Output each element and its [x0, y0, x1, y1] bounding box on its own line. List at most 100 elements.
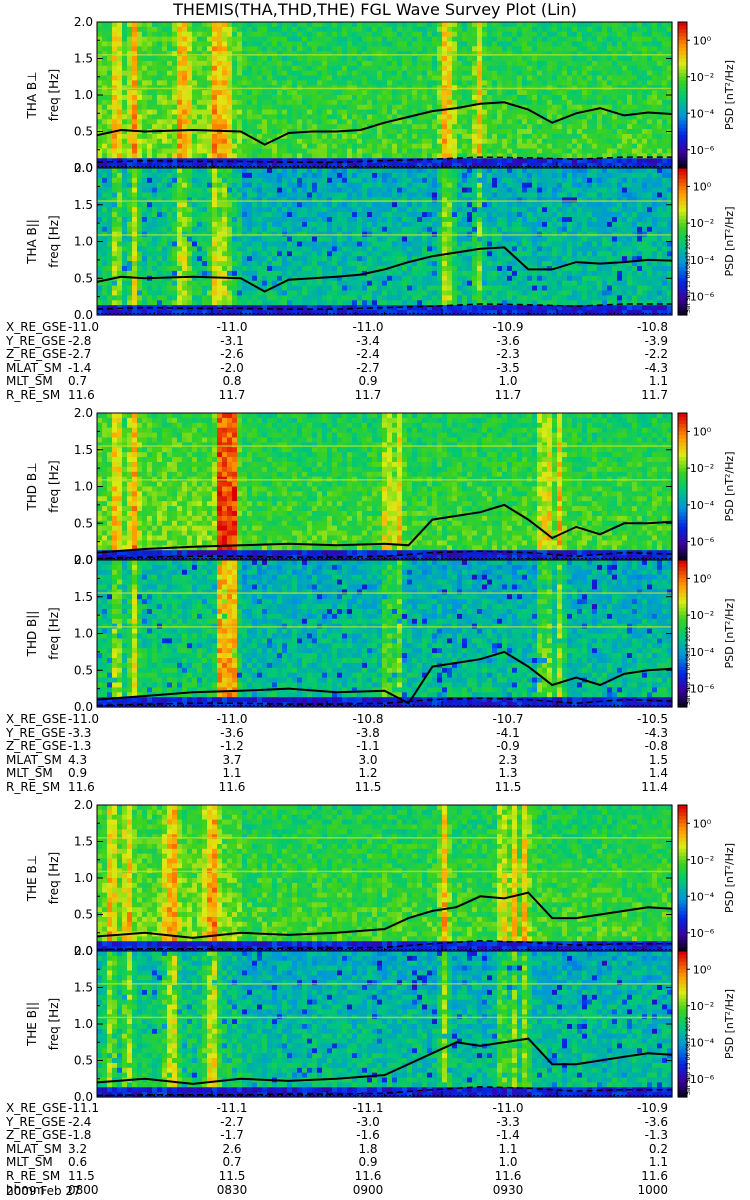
ephemeris-value: -2.3 [496, 348, 519, 361]
colorbar-label-5: PSD [nT²/Hz] [723, 989, 736, 1059]
ytick-label-5-1: 0.5 [74, 1054, 93, 1068]
gyrofrequency-line-4 [96, 891, 673, 939]
spectrogram-cells-4 [97, 805, 673, 952]
ephemeris-row-y_re_gse: Y_RE_GSE -2.8 -3.1 -3.4 -3.6 -3.9 [0, 334, 700, 348]
gyrofrequency-line-5 [96, 1037, 673, 1085]
ylabel-2: THD B⊥ [25, 462, 39, 511]
creation-stamp-3: Sat Sep 15 06:08:37 2012 [685, 626, 692, 705]
harmonic-band-3-0 [97, 592, 672, 594]
ytick-label-0-1: 0.5 [74, 125, 93, 139]
spectrogram-panel-4: 0.0 0.5 1.0 1.5 2.0 THE B⊥ freq [Hz] 10⁰ 10⁻² 10⁻… [25, 798, 736, 958]
cb-tick-label-3-1: 10⁻² [690, 609, 714, 622]
ephemeris-value: -1.7 [220, 1129, 243, 1142]
ytick-label-5-0: 0.0 [74, 1090, 93, 1104]
ephemeris-row-x_re_gse: X_RE_GSE -11.0 -11.0 -11.0 -10.9 -10.8 [0, 321, 700, 334]
ephemeris-value: 1.1 [649, 375, 668, 388]
ephemeris-label: X_RE_GSE [6, 713, 67, 726]
ephemeris-value: 11.6 [219, 781, 246, 794]
ephemeris-value: 11.5 [68, 1170, 95, 1183]
ephemeris-value: 1.1 [649, 1156, 668, 1169]
ytick-label-2-3: 1.5 [74, 443, 93, 457]
ephemeris-value: -1.6 [356, 1129, 379, 1142]
harmonic-band-5-0 [97, 983, 672, 985]
spectrogram-cells-5 [97, 951, 673, 1098]
ylabel-4: THE B⊥ [25, 855, 39, 902]
spectrogram-panel-5: 0.0 0.5 1.0 1.5 2.0 THE B|| freq [Hz] 10⁰ 10⁻² 10… [25, 944, 736, 1104]
dashed-line-1 [96, 303, 672, 310]
spectrogram-cells-1 [97, 168, 673, 316]
ephemeris-value: -11.0 [216, 713, 247, 726]
ylabel-unit-5: freq [Hz] [47, 998, 61, 1050]
ephemeris-value: -0.9 [496, 740, 519, 753]
ephemeris-label: MLAT_SM [6, 361, 62, 375]
ylabel-3: THD B|| [25, 611, 39, 658]
ytick-label-3-0: 0.0 [74, 700, 93, 714]
ephemeris-value: 0830 [217, 1183, 248, 1197]
ephemeris-value: -1.8 [68, 1129, 91, 1142]
ephemeris-label: MLT_SM [6, 767, 53, 780]
cb-tick-label-4-0: 10⁰ [693, 817, 712, 830]
ephemeris-value: -3.5 [496, 361, 519, 375]
cb-tick-label-2-3: 10⁻⁶ [690, 536, 715, 549]
colorbar-2 [678, 413, 687, 561]
cb-tick-label-3-0: 10⁰ [693, 572, 712, 585]
ytick-label-4-1: 0.5 [74, 908, 93, 922]
ephemeris-value: 0.9 [358, 375, 377, 388]
ephemeris-value: -11.0 [68, 713, 99, 726]
ytick-label-2-2: 1.0 [74, 480, 93, 494]
ephemeris-value: 1.2 [358, 767, 377, 780]
ephemeris-value: 3.2 [68, 1142, 87, 1156]
colorbar-3 [678, 560, 687, 708]
ephemeris-value: 0.9 [358, 1156, 377, 1169]
dashed-line-2 [96, 550, 673, 560]
ephemeris-value: -2.7 [68, 348, 91, 361]
ephemeris-value: 11.7 [355, 389, 382, 402]
ytick-label-5-2: 1.0 [74, 1017, 93, 1031]
ytick-label-1-0: 0.0 [74, 308, 93, 322]
gyrofrequency-line-2 [96, 503, 673, 554]
ephemeris-label: MLT_SM [6, 375, 53, 388]
ephemeris-label: MLT_SM [6, 1156, 53, 1169]
ephemeris-row-mlt_sm: MLT_SM 0.9 1.1 1.2 1.3 1.4 [0, 767, 700, 780]
ephemeris-value: -2.4 [356, 348, 379, 361]
ytick-label-2-4: 2.0 [74, 406, 93, 420]
ytick-label-1-1: 0.5 [74, 271, 93, 285]
ephemeris-row-x_re_gse: X_RE_GSE -11.1 -11.1 -11.1 -11.0 -10.9 [0, 1102, 700, 1115]
harmonic-band-3-1 [97, 626, 672, 628]
ytick-label-4-2: 1.0 [74, 871, 93, 885]
ephemeris-label: Z_RE_GSE [6, 1129, 67, 1142]
ephemeris-value: 1.0 [498, 1156, 517, 1169]
ephemeris-label: R_RE_SM [6, 781, 60, 794]
ephemeris-value: 11.7 [495, 389, 522, 402]
ephemeris-value: -10.8 [637, 321, 668, 334]
ephemeris-value: 3.7 [222, 753, 241, 767]
spectrogram-panel-3: 0.0 0.5 1.0 1.5 2.0 THD B|| freq [Hz] 10⁰ 10⁻² 10… [25, 553, 736, 714]
creation-stamp-1: Sat Sep 15 06:08:37 2012 [685, 234, 692, 313]
ephemeris-value: -10.7 [492, 713, 523, 726]
ephemeris-row-mlt_sm: MLT_SM 0.7 0.8 0.9 1.0 1.1 [0, 375, 700, 388]
ephemeris-value: 0.8 [222, 375, 241, 388]
spectrogram-cells-3 [97, 560, 673, 708]
colorbar-0 [678, 22, 687, 169]
ephemeris-value: 0800 [68, 1183, 99, 1197]
cb-tick-label-3-3: 10⁻⁶ [690, 683, 715, 696]
ephemeris-label: X_RE_GSE [6, 321, 67, 334]
dashed-line-0 [96, 156, 672, 163]
colorbar-label-1: PSD [nT²/Hz] [723, 206, 736, 276]
ephemeris-value: 3.0 [358, 753, 377, 767]
ephemeris-value: -3.6 [220, 726, 243, 740]
ephemeris-label: Y_RE_GSE [6, 726, 66, 740]
cb-tick-label-4-3: 10⁻⁶ [690, 927, 715, 940]
ytick-label-2-1: 0.5 [74, 516, 93, 530]
harmonic-band-1-0 [97, 200, 672, 202]
ephemeris-row-x_re_gse: X_RE_GSE -11.0 -11.0 -10.8 -10.7 -10.5 [0, 713, 700, 726]
ephemeris-label: Z_RE_GSE [6, 740, 67, 753]
gyrofrequency-line-1 [96, 246, 673, 293]
ephemeris-label: hhmm [6, 1183, 45, 1197]
ephemeris-value: 11.6 [641, 1170, 668, 1183]
ephemeris-label: Y_RE_GSE [6, 334, 66, 348]
ephemeris-row-mlat_sm: MLAT_SM -1.4 -2.0 -2.7 -3.5 -4.3 [0, 361, 700, 375]
ephemeris-value: -4.3 [645, 361, 668, 375]
ephemeris-value: 0930 [493, 1183, 524, 1197]
ephemeris-value: 11.6 [495, 1170, 522, 1183]
